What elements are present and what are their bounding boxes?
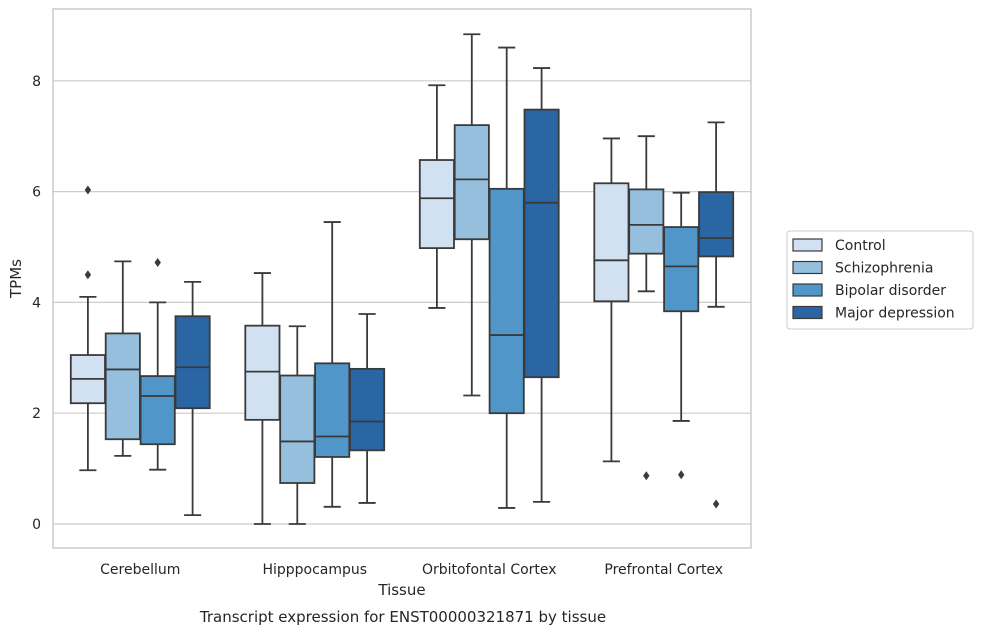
box-control-3	[418, 84, 455, 309]
legend: Control Schizophrenia Bipolar disorder Majo…	[786, 230, 974, 330]
box-iqr	[453, 124, 490, 241]
legend-label: Bipolar disorder	[835, 283, 946, 299]
box-iqr	[104, 332, 141, 441]
legend-swatch-schizophrenia	[792, 260, 823, 275]
outlier-point	[154, 258, 161, 268]
box-major-depression-1	[174, 281, 211, 517]
box-schizophrenia-3	[453, 33, 490, 397]
y-tick-label: 2	[32, 406, 41, 422]
box-iqr	[663, 226, 700, 313]
plot-frame	[52, 8, 752, 549]
box-major-depression-2	[349, 313, 386, 504]
x-tick-label: Orbitofontal Cortex	[422, 562, 557, 578]
legend-swatch-major-depression	[792, 305, 823, 320]
box-groups	[69, 33, 735, 525]
box-iqr	[174, 315, 211, 410]
x-tick-label: Cerebellum	[100, 562, 180, 578]
box-major-depression-3	[523, 67, 560, 503]
outlier-point	[643, 471, 650, 481]
x-axis-label: Tissue	[377, 581, 425, 599]
box-iqr	[314, 362, 351, 458]
box-bipolar-disorder-4	[663, 191, 700, 480]
y-tick-label: 4	[32, 295, 41, 311]
outlier-point	[84, 185, 92, 195]
legend-label: Major depression	[835, 306, 955, 322]
outlier-point	[678, 470, 685, 480]
box-iqr	[279, 374, 316, 484]
chart-caption: Transcript expression for ENST0000032187…	[199, 608, 606, 626]
y-tick-labels: 0 2 4 6 8	[32, 74, 41, 533]
box-iqr	[523, 108, 560, 379]
box-iqr	[698, 191, 735, 258]
y-tick-label: 0	[32, 517, 41, 533]
x-tick-label: Hipppocampus	[262, 562, 367, 578]
legend-label: Schizophrenia	[835, 261, 933, 277]
box-control-1	[69, 185, 106, 472]
y-tick-label: 6	[32, 185, 41, 201]
box-iqr	[418, 159, 455, 250]
legend-swatch-bipolar-disorder	[792, 283, 823, 297]
x-tick-label: Prefrontal Cortex	[604, 562, 723, 578]
legend-frame	[786, 230, 974, 330]
outlier-point	[84, 270, 92, 280]
box-schizophrenia-1	[104, 260, 141, 457]
legend-swatch-control	[792, 238, 823, 252]
box-bipolar-disorder-1	[139, 258, 176, 471]
outlier-point	[712, 499, 720, 509]
box-iqr	[349, 367, 386, 452]
box-iqr	[593, 182, 630, 303]
box-iqr	[628, 188, 665, 255]
y-axis-label: TPMs	[7, 259, 25, 299]
box-schizophrenia-4	[628, 135, 665, 481]
box-iqr	[139, 375, 176, 446]
box-iqr	[488, 187, 525, 415]
y-tick-label: 8	[32, 74, 41, 90]
box-control-4	[593, 137, 630, 463]
box-bipolar-disorder-2	[314, 221, 351, 508]
box-control-2	[244, 272, 281, 525]
legend-label: Control	[835, 238, 886, 254]
box-major-depression-4	[698, 121, 735, 509]
x-tick-labels: Cerebellum Hipppocampus Orbitofontal Corte…	[100, 562, 723, 578]
box-bipolar-disorder-3	[488, 46, 525, 509]
box-schizophrenia-2	[279, 325, 316, 525]
box-iqr	[244, 324, 281, 421]
